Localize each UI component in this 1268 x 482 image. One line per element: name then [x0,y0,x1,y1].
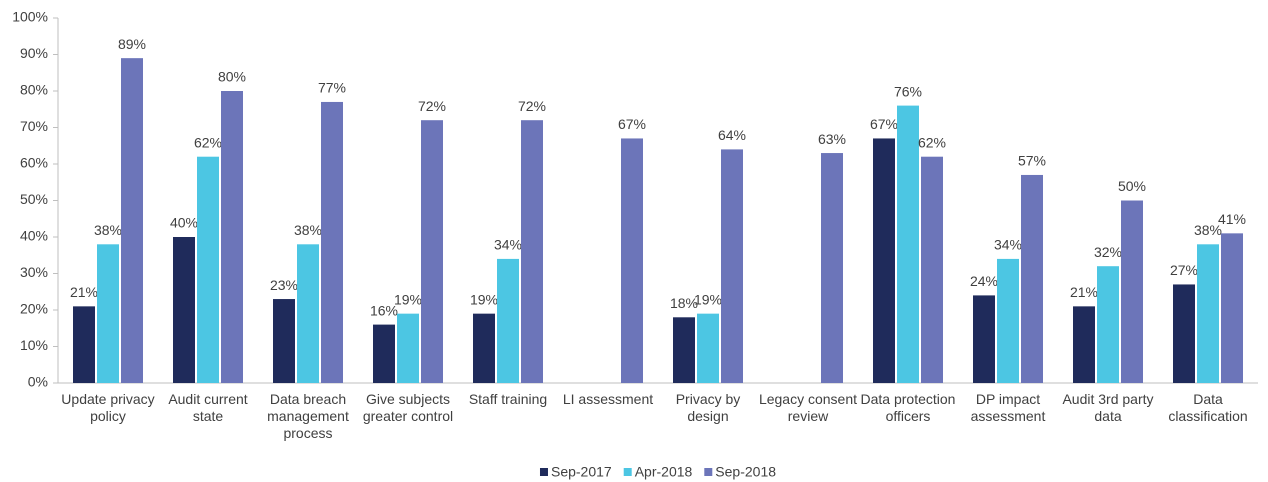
data-label: 27% [1170,262,1198,278]
data-label: 34% [994,237,1022,253]
y-tick-label: 70% [20,118,48,134]
y-tick-label: 40% [20,228,48,244]
data-label: 76% [894,83,922,99]
data-label: 63% [818,131,846,147]
x-tick-label: Legacy consent review [758,391,858,424]
data-label: 62% [194,134,222,150]
bar [73,306,95,383]
y-tick-label: 50% [20,191,48,207]
data-label: 72% [418,98,446,114]
data-label: 64% [718,127,746,143]
data-label: 19% [470,291,498,307]
bar [221,91,243,383]
bar [173,237,195,383]
bar [1097,266,1119,383]
x-tick-label: Privacy by design [675,391,741,424]
data-label: 21% [70,284,98,300]
bar [921,156,943,383]
data-label: 16% [370,302,398,318]
data-label: 50% [1118,178,1146,194]
bar [1173,284,1195,383]
bar [973,295,995,383]
legend-label: Apr-2018 [635,464,693,480]
data-label: 62% [918,134,946,150]
data-label: 40% [170,215,198,231]
bar [97,244,119,383]
legend-label: Sep-2018 [715,464,776,480]
data-label: 72% [518,98,546,114]
data-label: 67% [618,116,646,132]
x-tick-label: LI assessment [562,391,654,407]
bar [121,58,143,384]
bar [673,317,695,383]
x-tick-label: Data classification [1168,391,1248,424]
x-tick-label: Update privacy policy [61,391,155,424]
data-label: 89% [118,36,146,52]
bar [1021,174,1043,383]
y-tick-label: 0% [28,374,48,390]
legend-label: Sep-2017 [551,464,612,480]
data-label: 19% [394,291,422,307]
bar [897,105,919,383]
bar [321,101,343,383]
bar [297,244,319,383]
x-tick-label: Staff training [468,391,548,407]
legend-swatch [704,468,713,476]
y-tick-label: 20% [20,301,48,317]
y-tick-label: 100% [12,9,48,25]
bar [873,138,895,383]
legend-swatch [623,468,632,476]
bar [621,138,643,383]
x-tick-label: Data protection officers [860,391,956,424]
data-label: 18% [670,295,698,311]
data-label: 38% [294,222,322,238]
bar [197,156,219,383]
data-label: 38% [1194,222,1222,238]
bar [1197,244,1219,383]
bar [497,258,519,383]
data-label: 19% [694,291,722,307]
bar [473,313,495,383]
data-label: 24% [970,273,998,289]
bar [397,313,419,383]
legend-swatch [539,468,548,476]
y-tick-label: 10% [20,337,48,353]
data-label: 34% [494,237,522,253]
x-tick-label: DP impact assessment [970,391,1046,424]
x-tick-label: Data breach management process [267,391,349,441]
x-tick-label: Give subjects greater control [362,391,454,424]
bar [721,149,743,383]
bar [521,120,543,383]
bar [821,153,843,383]
bar [997,258,1019,383]
data-label: 77% [318,80,346,96]
bar [373,324,395,383]
y-tick-label: 80% [20,82,48,98]
data-label: 80% [218,69,246,85]
data-label: 23% [270,277,298,293]
data-label: 57% [1018,153,1046,169]
bar [273,299,295,383]
x-tick-label: Audit current state [168,391,248,424]
data-label: 21% [1070,284,1098,300]
bar [1073,306,1095,383]
y-tick-label: 30% [20,264,48,280]
data-label: 67% [870,116,898,132]
data-label: 41% [1218,211,1246,227]
bar [697,313,719,383]
bar [421,120,443,383]
data-label: 32% [1094,244,1122,260]
data-label: 38% [94,222,122,238]
bar [1221,233,1243,383]
x-tick-label: Audit 3rd party data [1062,391,1154,424]
bar [1121,200,1143,383]
y-tick-label: 90% [20,45,48,61]
y-tick-label: 60% [20,155,48,171]
